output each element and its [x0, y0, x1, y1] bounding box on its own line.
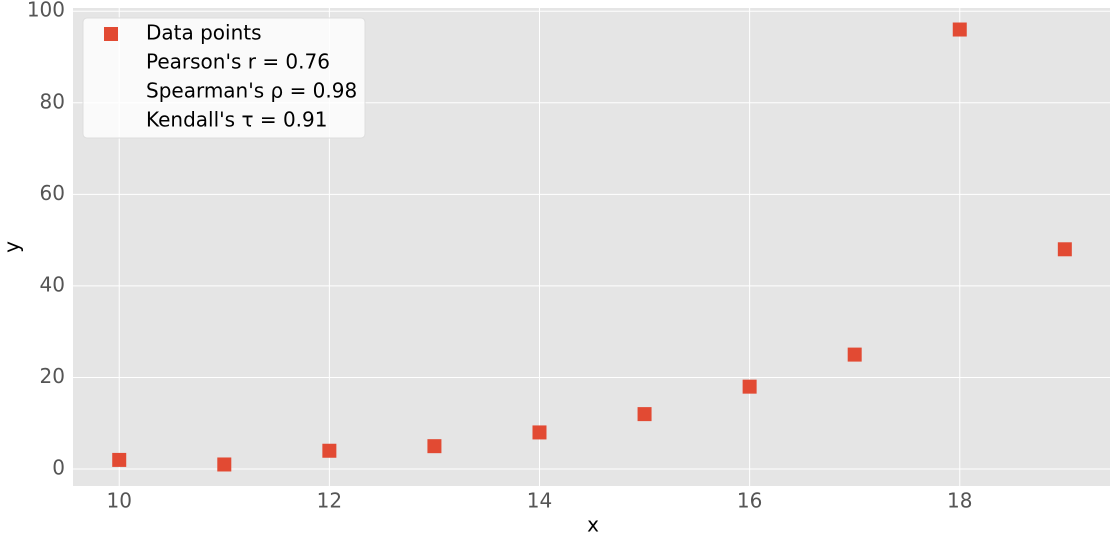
legend-annotation: Pearson's r = 0.76 — [146, 50, 330, 74]
legend-marker — [104, 27, 118, 41]
data-point — [217, 457, 232, 472]
y-tick-label: 0 — [52, 456, 65, 480]
x-tick-label: 18 — [947, 489, 972, 513]
legend-annotation: Kendall's τ = 0.91 — [146, 108, 327, 132]
data-point — [112, 452, 127, 467]
data-point — [532, 425, 547, 440]
y-axis-label: y — [0, 241, 24, 253]
x-tick-label: 14 — [527, 489, 552, 513]
y-tick-label: 20 — [40, 364, 65, 388]
legend-annotation: Spearman's ρ = 0.98 — [146, 79, 357, 103]
x-tick-label: 10 — [107, 489, 132, 513]
x-tick-label: 16 — [737, 489, 762, 513]
data-point — [847, 347, 862, 362]
y-tick-label: 80 — [40, 89, 65, 113]
data-point — [742, 379, 757, 394]
data-point — [1057, 242, 1072, 257]
data-point — [637, 407, 652, 422]
y-tick-label: 40 — [40, 272, 65, 296]
data-point — [427, 439, 442, 454]
legend-box — [82, 17, 366, 139]
y-tick-label: 60 — [40, 181, 65, 205]
y-tick-label: 100 — [27, 0, 65, 22]
data-point — [952, 22, 967, 37]
data-point — [322, 443, 337, 458]
x-tick-label: 12 — [317, 489, 342, 513]
legend-label: Data points — [146, 21, 262, 45]
x-axis-label: x — [587, 513, 599, 537]
